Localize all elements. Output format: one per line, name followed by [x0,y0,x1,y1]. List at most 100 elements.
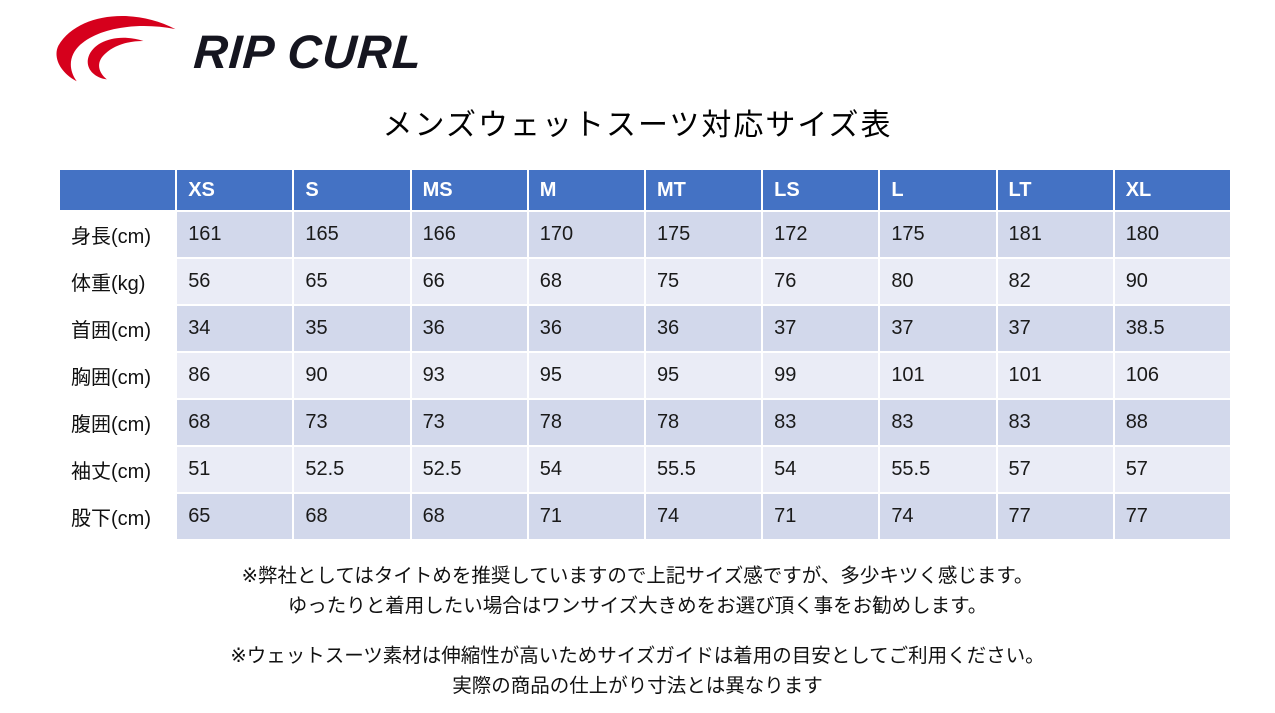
table-cell: 36 [526,304,646,353]
table-cell: 57 [995,445,1115,494]
note-line: ※弊社としてはタイトめを推奨していますので上記サイズ感ですが、多少キツく感じます… [241,565,1034,587]
row-label: 袖丈(cm) [57,445,178,494]
brand-wordmark: RIP CURL [192,25,425,78]
column-header-m: M [526,168,646,212]
table-cell: 55.5 [643,445,764,494]
column-header-lt: LT [995,168,1115,212]
table-cell: 66 [409,257,529,306]
row-label: 首囲(cm) [57,304,178,353]
table-row: 身長(cm) 161 165 166 170 175 172 175 181 180 [57,210,1233,259]
table-cell: 35 [292,304,412,353]
table-cell: 83 [761,398,881,447]
column-header-ms: MS [409,168,529,212]
table-cell: 36 [643,304,764,353]
table-cell: 36 [409,304,529,353]
rip-curl-logo: RIP CURL [52,10,425,94]
table-cell: 71 [526,492,646,541]
table-cell: 37 [995,304,1115,353]
row-label: 腹囲(cm) [57,398,178,447]
table-cell: 175 [878,210,998,259]
table-cell: 175 [643,210,764,259]
table-cell: 77 [995,492,1115,541]
header-row: XS S MS M MT LS L LT XL [57,168,1233,212]
table-cell: 180 [1112,210,1233,259]
table-cell: 71 [761,492,881,541]
table-cell: 75 [643,257,764,306]
table-cell: 68 [292,492,412,541]
table-cell: 166 [409,210,529,259]
table-cell: 90 [292,351,412,400]
table-row: 袖丈(cm) 51 52.5 52.5 54 55.5 54 55.5 57 57 [57,445,1233,494]
table-cell: 170 [526,210,646,259]
table-cell: 52.5 [409,445,529,494]
table-cell: 99 [761,351,881,400]
wave-swoosh-icon [56,15,176,82]
table-cell: 90 [1112,257,1233,306]
size-table: XS S MS M MT LS L LT XL 身長(cm) 161 165 166 170 175 172… [57,168,1233,541]
size-table-body: 身長(cm) 161 165 166 170 175 172 175 181 180 体重(kg) 5… [57,210,1233,541]
table-cell: 74 [643,492,764,541]
table-cell: 78 [643,398,764,447]
column-header-ls: LS [761,168,881,212]
table-cell: 95 [643,351,764,400]
table-cell: 57 [1112,445,1233,494]
table-cell: 68 [175,398,295,447]
table-cell: 38.5 [1112,304,1233,353]
column-header-xl: XL [1112,168,1233,212]
table-row: 首囲(cm) 34 35 36 36 36 37 37 37 38.5 [57,304,1233,353]
note-material-disclaimer: ※ウェットスーツ素材は伸縮性が高いためサイズガイドは着用の目安としてご利用くださ… [0,641,1275,701]
table-cell: 54 [526,445,646,494]
table-cell: 161 [175,210,295,259]
column-header-l: L [878,168,998,212]
table-row: 体重(kg) 56 65 66 68 75 76 80 82 90 [57,257,1233,306]
table-cell: 78 [526,398,646,447]
table-cell: 68 [409,492,529,541]
table-cell: 83 [878,398,998,447]
table-cell: 37 [878,304,998,353]
table-cell: 77 [1112,492,1233,541]
table-cell: 52.5 [292,445,412,494]
size-table-header: XS S MS M MT LS L LT XL [57,168,1233,212]
column-header-s: S [292,168,412,212]
table-cell: 101 [878,351,998,400]
row-label: 胸囲(cm) [57,351,178,400]
column-header-xs: XS [175,168,295,212]
table-cell: 95 [526,351,646,400]
note-line: ※ウェットスーツ素材は伸縮性が高いためサイズガイドは着用の目安としてご利用くださ… [230,645,1045,667]
table-cell: 181 [995,210,1115,259]
table-cell: 37 [761,304,881,353]
note-line: ゆったりと着用したい場合はワンサイズ大きめをお選び頂く事をお勧めします。 [287,595,988,617]
table-row: 胸囲(cm) 86 90 93 95 95 99 101 101 106 [57,351,1233,400]
table-cell: 86 [175,351,295,400]
table-cell: 76 [761,257,881,306]
table-cell: 56 [175,257,295,306]
table-cell: 54 [761,445,881,494]
table-cell: 80 [878,257,998,306]
table-row: 腹囲(cm) 68 73 73 78 78 83 83 83 88 [57,398,1233,447]
table-cell: 83 [995,398,1115,447]
table-cell: 165 [292,210,412,259]
corner-cell [57,168,178,212]
table-cell: 74 [878,492,998,541]
table-cell: 73 [292,398,412,447]
table-cell: 55.5 [878,445,998,494]
table-cell: 172 [761,210,881,259]
table-cell: 51 [175,445,295,494]
table-cell: 73 [409,398,529,447]
table-cell: 88 [1112,398,1233,447]
table-cell: 106 [1112,351,1233,400]
row-label: 股下(cm) [57,492,178,541]
row-label: 体重(kg) [57,257,178,306]
row-label: 身長(cm) [57,210,178,259]
table-cell: 82 [995,257,1115,306]
table-cell: 65 [292,257,412,306]
table-cell: 65 [175,492,295,541]
page-title: メンズウェットスーツ対応サイズ表 [382,109,893,142]
table-cell: 93 [409,351,529,400]
table-cell: 34 [175,304,295,353]
table-cell: 68 [526,257,646,306]
table-row: 股下(cm) 65 68 68 71 74 71 74 77 77 [57,492,1233,541]
column-header-mt: MT [643,168,764,212]
table-cell: 101 [995,351,1115,400]
